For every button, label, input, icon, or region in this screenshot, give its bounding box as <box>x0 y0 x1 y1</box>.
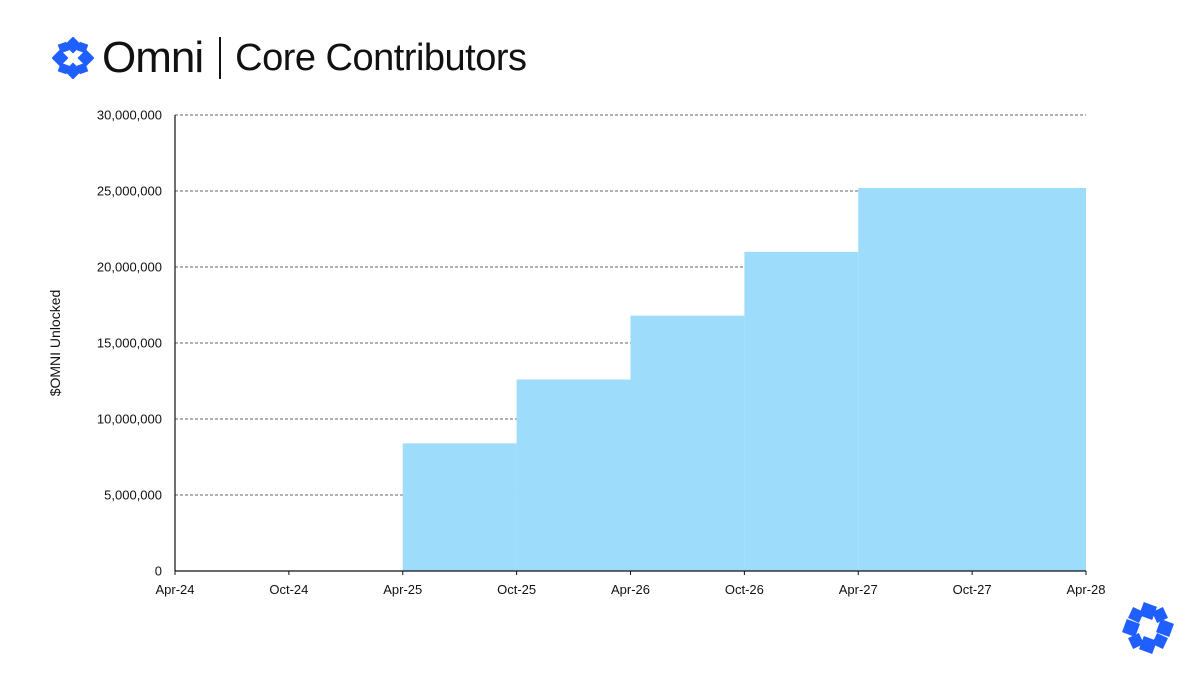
step-area <box>402 443 517 571</box>
step-area <box>858 187 1086 571</box>
x-tick-label: Oct-25 <box>497 582 536 597</box>
y-tick-label: 15,000,000 <box>97 336 162 351</box>
header: Omni Core Contributors <box>52 30 527 86</box>
x-tick-label: Apr-28 <box>1066 582 1105 597</box>
x-tick-label: Oct-26 <box>725 582 764 597</box>
y-tick-label: 10,000,000 <box>97 412 162 427</box>
omni-logo-icon <box>52 37 94 79</box>
y-tick-label: 5,000,000 <box>104 488 162 503</box>
x-tick-label: Oct-24 <box>269 582 308 597</box>
y-axis-title: $OMNI Unlocked <box>47 290 63 397</box>
y-tick-label: 25,000,000 <box>97 184 162 199</box>
y-tick-label: 20,000,000 <box>97 260 162 275</box>
omni-logo-icon <box>1122 602 1174 654</box>
x-tick-label: Apr-26 <box>611 582 650 597</box>
x-tick-label: Apr-24 <box>155 582 194 597</box>
page-title: Core Contributors <box>235 37 527 79</box>
brand-name: Omni <box>102 33 204 82</box>
step-area <box>516 379 631 571</box>
y-tick-labels: 0 5,000,000 10,000,000 15,000,000 20,000,000… <box>97 108 162 579</box>
x-tick-labels: Apr-24 Oct-24 Apr-25 Oct-25 Apr-26 Oct-26 Apr-… <box>155 582 1105 597</box>
axis-layer <box>174 115 1087 575</box>
header-divider <box>219 37 222 79</box>
step-area <box>744 251 859 572</box>
y-tick-label: 30,000,000 <box>97 108 162 123</box>
x-tick-label: Apr-27 <box>839 582 878 597</box>
x-tick-label: Oct-27 <box>953 582 992 597</box>
step-area <box>630 315 745 571</box>
y-tick-label: 0 <box>155 564 162 579</box>
area-layer <box>402 187 1086 572</box>
x-tick-label: Apr-25 <box>383 582 422 597</box>
